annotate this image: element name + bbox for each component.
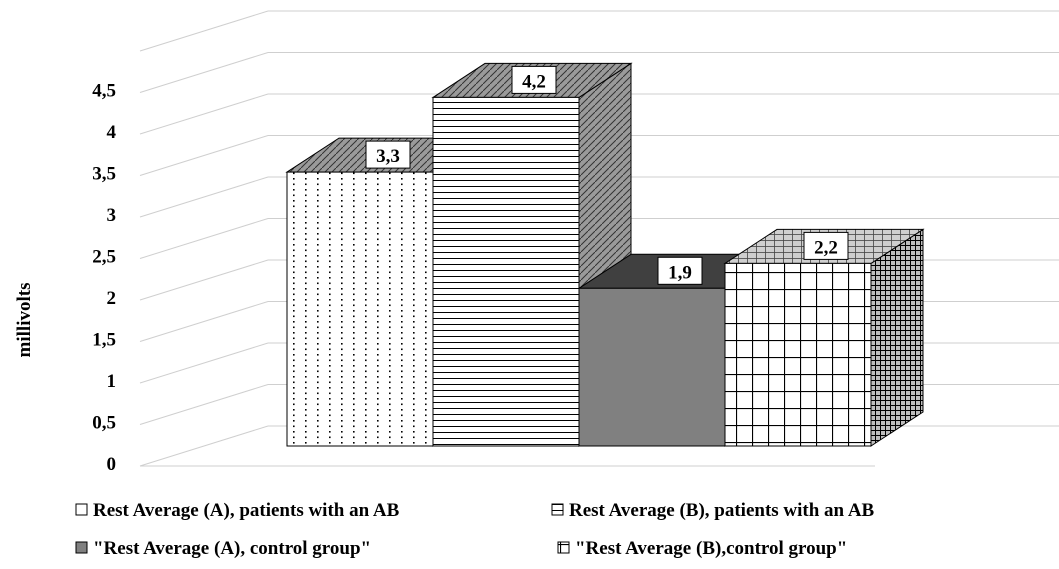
data-label-box [365, 140, 411, 169]
legend-swatch [557, 541, 570, 554]
legend-swatch [551, 503, 564, 516]
gridline-diagonal [139, 384, 269, 425]
gridline-diagonal [139, 425, 269, 467]
legend-label: "Rest Average (B),control group" [575, 538, 847, 559]
legend-label: "Rest Average (A), control group" [93, 538, 371, 559]
y-tick-label: 1,5 [92, 330, 116, 351]
bars [285, 62, 925, 447]
gridline-diagonal [139, 52, 269, 93]
legend-swatch [75, 503, 88, 516]
gridline-diagonal [139, 218, 269, 259]
bar-front [432, 96, 580, 447]
data-label: 4,2 [522, 71, 546, 92]
data-label-box [657, 256, 703, 285]
y-tick-label: 2 [107, 288, 117, 309]
y-tick-label: 4,5 [92, 81, 116, 102]
legend-label: Rest Average (B), patients with an AB [569, 500, 875, 521]
legend-label: Rest Average (A), patients with an AB [93, 500, 400, 521]
bar-side [870, 228, 924, 447]
y-tick-label: 4 [107, 122, 117, 143]
legend-item-3: "Rest Average (A), control group" [75, 538, 371, 559]
legend: Rest Average (A), patients with an AB Res… [75, 500, 875, 559]
legend-swatch [75, 541, 88, 554]
y-tick-label: 0,5 [92, 413, 116, 434]
gridline-diagonal [139, 135, 269, 176]
gridline-diagonal [139, 10, 269, 52]
gridline-diagonal [139, 259, 269, 301]
y-tick-label: 3 [107, 205, 117, 226]
data-label: 1,9 [668, 262, 692, 283]
legend-item-4: "Rest Average (B),control group" [557, 538, 847, 559]
gridline-diagonal [139, 342, 269, 384]
data-label: 2,2 [814, 237, 838, 258]
data-label-box [803, 231, 849, 260]
bar-front [724, 262, 872, 447]
y-axis-label: millivolts [14, 283, 35, 358]
gridline-diagonal [139, 93, 269, 135]
y-axis-title: millivolts [14, 283, 35, 358]
gridline-diagonal [139, 301, 269, 342]
data-label: 3,3 [376, 146, 400, 167]
bar-4 [723, 228, 925, 447]
legend-item-2: Rest Average (B), patients with an AB [551, 500, 875, 521]
bar-2 [431, 62, 633, 447]
legend-item-1: Rest Average (A), patients with an AB [75, 500, 400, 521]
y-axis: 0 0,5 1 1,5 2 2,5 3 3,5 4 4,5 [92, 81, 116, 476]
bar-front [286, 171, 434, 447]
y-tick-label: 2,5 [92, 247, 116, 268]
y-tick-label: 3,5 [92, 164, 116, 185]
y-tick-label: 1 [107, 371, 117, 392]
bar-front [578, 287, 726, 447]
data-label-box [511, 65, 557, 94]
y-tick-label: 0 [107, 454, 117, 475]
gridline-diagonal [139, 176, 269, 218]
data-labels: 3,3 4,2 1,9 2,2 [365, 65, 849, 285]
